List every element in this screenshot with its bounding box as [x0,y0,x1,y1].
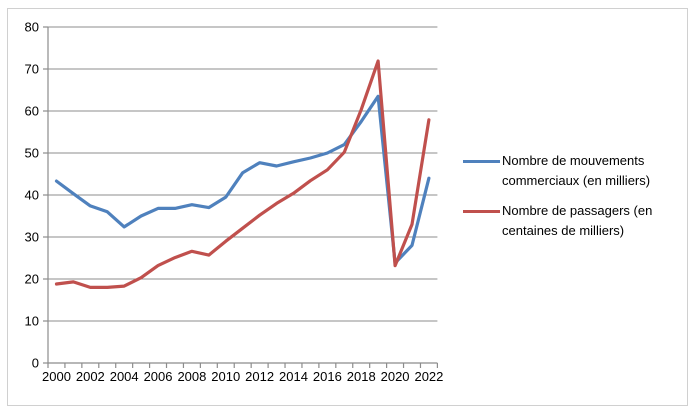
svg-text:40: 40 [25,188,39,203]
y-axis-labels: 0 10 20 30 40 50 60 70 80 [25,20,39,371]
svg-text:2018: 2018 [347,369,376,384]
svg-text:2004: 2004 [110,369,139,384]
legend-line-swatch-passagers [463,210,500,213]
svg-text:30: 30 [25,230,39,245]
svg-text:2010: 2010 [211,369,240,384]
svg-text:2022: 2022 [414,369,443,384]
svg-text:0: 0 [32,356,39,371]
x-axis-labels: 2000 2002 2004 2006 2008 2010 2012 2014 2016 2018… [42,369,443,384]
svg-text:10: 10 [25,314,39,329]
svg-text:2014: 2014 [279,369,308,384]
svg-text:2020: 2020 [381,369,410,384]
svg-text:80: 80 [25,20,39,35]
legend-line-swatch-mouvements [463,160,500,163]
legend-item-passagers[interactable]: Nombre de passagers (en centaines de mil… [463,201,685,241]
series-line-1[interactable] [54,59,431,289]
legend-label-passagers: Nombre de passagers (en centaines de mil… [502,203,653,238]
svg-text:2008: 2008 [177,369,206,384]
legend: Nombre de mouvements commerciaux (en mil… [463,151,685,251]
legend-item-mouvements[interactable]: Nombre de mouvements commerciaux (en mil… [463,151,685,191]
gridlines [48,26,438,322]
axes [43,26,438,368]
svg-text:2006: 2006 [144,369,173,384]
svg-text:60: 60 [25,104,39,119]
svg-text:2000: 2000 [42,369,71,384]
svg-text:20: 20 [25,272,39,287]
svg-text:2002: 2002 [76,369,105,384]
chart-frame [7,8,688,406]
series-line-0[interactable] [54,94,431,265]
legend-label-mouvements: Nombre de mouvements commerciaux (en mil… [502,153,651,188]
svg-text:2016: 2016 [313,369,342,384]
svg-text:2012: 2012 [245,369,274,384]
svg-text:70: 70 [25,62,39,77]
svg-text:50: 50 [25,146,39,161]
